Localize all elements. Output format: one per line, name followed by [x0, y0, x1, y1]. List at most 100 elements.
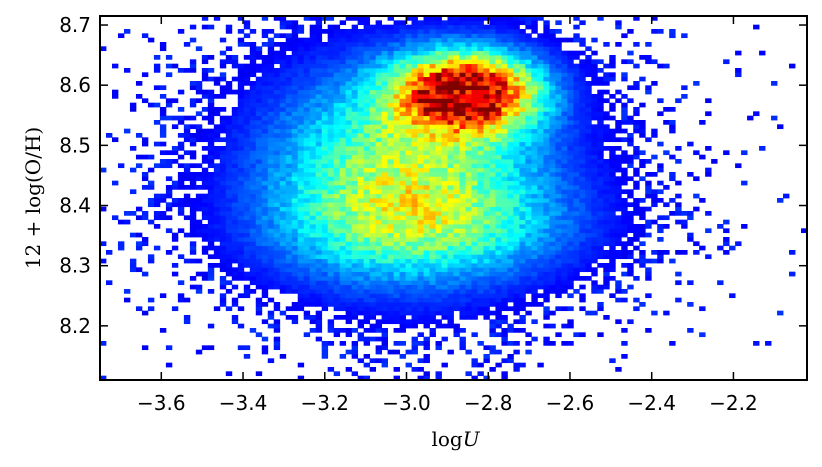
heatmap-cell [555, 219, 562, 225]
heatmap-cell [639, 232, 646, 238]
heatmap-cell [615, 254, 622, 260]
heatmap-cell [375, 297, 382, 303]
heatmap-cell [507, 189, 514, 195]
heatmap-cell [267, 276, 275, 281]
heatmap-cell [597, 68, 604, 73]
heatmap-cell [645, 180, 652, 186]
heatmap-cell [285, 20, 293, 26]
heatmap-cell [141, 237, 149, 242]
heatmap-cell [477, 215, 484, 221]
heatmap-cell [489, 107, 496, 112]
heatmap-cell [411, 42, 418, 47]
heatmap-cell [513, 128, 520, 134]
heatmap-cell [603, 42, 610, 47]
heatmap-cell [309, 263, 317, 268]
heatmap-cell [501, 63, 508, 69]
heatmap-cell [525, 72, 532, 78]
heatmap-cell [429, 115, 436, 121]
heatmap-cell [381, 293, 388, 299]
heatmap-cell [249, 271, 257, 277]
heatmap-cell [525, 20, 532, 26]
heatmap-cell [597, 176, 604, 182]
heatmap-cell [567, 55, 574, 60]
heatmap-cell [321, 133, 329, 138]
heatmap-cell [171, 159, 179, 164]
heatmap-cell [393, 50, 400, 56]
heatmap-cell [573, 50, 580, 56]
heatmap-cell [651, 128, 658, 134]
heatmap-cell [441, 167, 448, 173]
heatmap-cell [555, 76, 562, 82]
heatmap-cell [513, 176, 520, 182]
heatmap-cell [363, 16, 371, 21]
heatmap-cell [261, 271, 269, 277]
heatmap-cell [177, 293, 185, 299]
heatmap-cell [615, 180, 622, 186]
heatmap-cell [603, 89, 610, 95]
heatmap-cell [345, 159, 353, 164]
heatmap-cell [561, 98, 568, 104]
heatmap-cell [435, 107, 442, 112]
heatmap-cell [429, 81, 436, 86]
heatmap-cell [465, 124, 472, 130]
heatmap-cell [249, 137, 257, 143]
heatmap-cell [393, 237, 400, 242]
heatmap-cell [633, 154, 640, 160]
heatmap-cell [345, 267, 353, 273]
heatmap-cell [153, 102, 161, 108]
heatmap-cell [393, 302, 400, 307]
heatmap-cell [447, 154, 454, 160]
heatmap-cell [477, 341, 484, 346]
heatmap-cell [249, 55, 257, 60]
heatmap-cell [327, 302, 335, 307]
heatmap-cell [219, 185, 227, 190]
heatmap-cell [537, 37, 544, 43]
heatmap-cell [435, 137, 442, 143]
heatmap-cell [627, 193, 634, 199]
heatmap-cell [189, 258, 197, 264]
heatmap-cell [411, 85, 418, 91]
heatmap-cell [471, 63, 478, 69]
heatmap-cell [501, 176, 508, 182]
heatmap-cell [531, 336, 538, 342]
heatmap-cell [237, 172, 245, 177]
heatmap-cell [147, 198, 155, 203]
heatmap-cell [387, 154, 394, 160]
heatmap-cell [399, 163, 406, 169]
heatmap-cell [399, 46, 406, 52]
heatmap-cell [495, 124, 502, 130]
heatmap-cell [333, 42, 341, 47]
heatmap-cell [585, 111, 592, 117]
heatmap-cell [273, 76, 281, 82]
heatmap-cell [381, 180, 388, 186]
heatmap-cell [615, 167, 622, 173]
heatmap-cell [519, 55, 526, 60]
heatmap-cell [363, 85, 371, 91]
heatmap-cell [303, 250, 311, 255]
heatmap-cell [297, 302, 305, 307]
heatmap-cell [255, 55, 263, 60]
heatmap-cell [543, 237, 550, 242]
heatmap-cell [315, 154, 323, 160]
heatmap-cell [219, 107, 227, 112]
heatmap-cell [483, 85, 490, 91]
heatmap-cell [213, 250, 221, 255]
heatmap-cell [567, 245, 574, 251]
heatmap-cell [357, 137, 365, 143]
heatmap-cell [111, 63, 119, 69]
heatmap-cell [345, 42, 353, 47]
heatmap-cell [459, 154, 466, 160]
heatmap-cell [369, 159, 377, 164]
heatmap-cell [261, 319, 269, 325]
heatmap-cell [369, 315, 377, 320]
heatmap-cell [471, 172, 478, 177]
heatmap-cell [483, 267, 490, 273]
heatmap-cell [597, 128, 604, 134]
heatmap-cell [195, 133, 203, 138]
heatmap-cell [615, 189, 622, 195]
heatmap-cell [435, 146, 442, 151]
heatmap-cell [429, 50, 436, 56]
heatmap-cell [405, 319, 412, 325]
heatmap-cell [573, 63, 580, 69]
heatmap-cell [543, 263, 550, 268]
